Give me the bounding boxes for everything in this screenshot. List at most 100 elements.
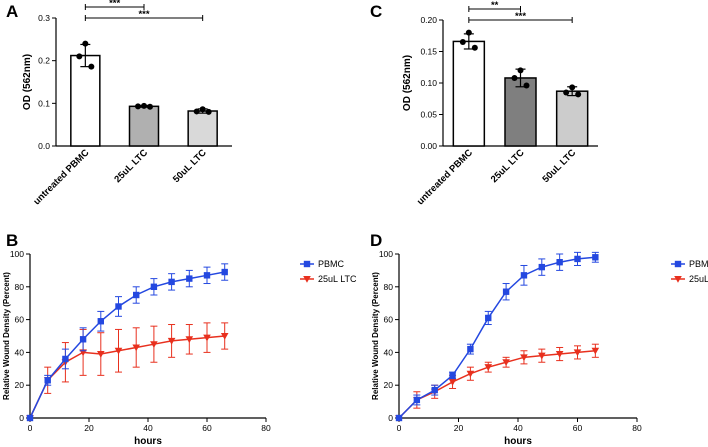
data-point <box>79 336 87 343</box>
significance-label: ** <box>491 0 499 11</box>
category-label: 25uL LTC <box>489 147 527 185</box>
data-point <box>465 29 472 36</box>
legend-marker <box>674 260 682 268</box>
data-point <box>114 347 123 355</box>
data-point <box>193 108 200 115</box>
bar <box>70 54 101 147</box>
series-line <box>398 350 596 419</box>
panel-letter-a: A <box>6 2 18 21</box>
data-point <box>203 334 211 342</box>
data-point <box>168 278 175 286</box>
y-axis-title: OD (562nm) <box>402 55 413 111</box>
line-chart-panel-b: 0 20 40 60 80 100 0 20 40 60 80 hours Relative Wound… <box>2 249 357 447</box>
data-point <box>395 414 403 422</box>
legend-label: PBMC <box>318 259 345 269</box>
series-line <box>29 335 225 419</box>
x-tick-label: 20 <box>84 423 94 433</box>
bar <box>504 77 537 147</box>
y-tick-label: 0 <box>19 413 24 423</box>
y-tick-label: 0.1 <box>38 98 50 108</box>
y-tick-label: 60 <box>384 315 394 325</box>
data-point <box>520 354 528 362</box>
x-tick-label: 0 <box>397 423 402 433</box>
data-point <box>592 254 599 261</box>
data-point <box>205 108 212 115</box>
y-tick-label: 0.0 <box>38 141 50 151</box>
data-point <box>485 314 492 322</box>
legend-marker <box>303 276 311 283</box>
data-point <box>167 337 176 345</box>
x-tick-label: 60 <box>573 423 583 433</box>
category-label: untreated PBMC <box>415 147 475 207</box>
data-point <box>203 272 211 279</box>
y-tick-label: 80 <box>384 282 394 292</box>
legend-label: PBMC <box>689 259 708 269</box>
x-tick-label: 40 <box>143 423 153 433</box>
legend-label: 25uL LTC <box>689 274 708 284</box>
y-tick-label: 0 <box>388 413 393 423</box>
data-point <box>523 82 530 89</box>
data-point <box>185 336 194 344</box>
y-tick-label: 0.15 <box>420 47 437 57</box>
data-point <box>573 349 582 357</box>
x-tick-label: 60 <box>202 423 212 433</box>
data-point <box>511 74 518 81</box>
x-tick-label: 20 <box>454 423 464 433</box>
x-tick-label: 0 <box>28 423 33 433</box>
x-tick-label: 40 <box>513 423 523 433</box>
data-point <box>133 291 140 299</box>
y-tick-label: 60 <box>15 315 25 325</box>
y-tick-label: 100 <box>10 249 24 259</box>
legend-marker <box>303 260 311 268</box>
category-label: untreated PBMC <box>31 147 91 207</box>
y-axis-title: Relative Wound Density (Percent) <box>371 272 380 400</box>
data-point <box>76 53 83 60</box>
bar-chart-panel-c: 0.00 0.05 0.10 0.15 0.20 OD (562nm) untreated … <box>402 0 598 207</box>
data-point <box>556 259 563 266</box>
data-point <box>413 396 421 404</box>
panel-letter-b: B <box>6 231 18 250</box>
y-tick-label: 0.3 <box>38 13 50 23</box>
data-point <box>466 370 475 378</box>
data-point <box>591 347 600 355</box>
bar <box>128 105 160 147</box>
line-chart-panel-d: 0 20 40 60 80 100 0 20 40 60 80 hours Relative Wound… <box>371 249 708 447</box>
data-point <box>88 63 95 70</box>
legend-label: 25uL LTC <box>318 274 357 284</box>
data-point <box>141 102 147 109</box>
data-point <box>538 352 546 360</box>
y-axis-title: Relative Wound Density (Percent) <box>2 272 11 400</box>
data-point <box>220 333 229 340</box>
data-point <box>520 272 528 279</box>
y-tick-label: 0.10 <box>420 78 437 88</box>
data-point <box>574 255 581 263</box>
y-tick-label: 40 <box>15 347 25 357</box>
data-point <box>147 103 153 110</box>
data-point <box>563 89 570 96</box>
data-point <box>517 67 524 74</box>
y-tick-label: 40 <box>384 347 394 357</box>
data-point <box>150 341 158 348</box>
significance-label: *** <box>138 9 149 20</box>
data-point <box>467 345 474 353</box>
data-point <box>502 359 510 367</box>
panel-letter-c: C <box>370 2 382 21</box>
y-tick-label: 80 <box>15 282 25 292</box>
data-point <box>221 268 228 276</box>
x-axis-title: hours <box>504 436 532 447</box>
x-tick-label: 80 <box>261 423 271 433</box>
data-point <box>62 355 69 363</box>
category-label: 50uL LTC <box>171 147 209 185</box>
data-point <box>26 414 34 422</box>
y-axis-title: OD (562nm) <box>22 54 33 110</box>
data-point <box>459 39 466 46</box>
x-tick-label: 80 <box>632 423 642 433</box>
data-point <box>502 288 510 295</box>
data-point <box>448 378 457 386</box>
bar <box>187 110 218 147</box>
series-line <box>398 256 596 419</box>
category-label: 50uL LTC <box>541 147 579 185</box>
significance-label: *** <box>515 11 526 22</box>
data-point <box>569 84 576 91</box>
